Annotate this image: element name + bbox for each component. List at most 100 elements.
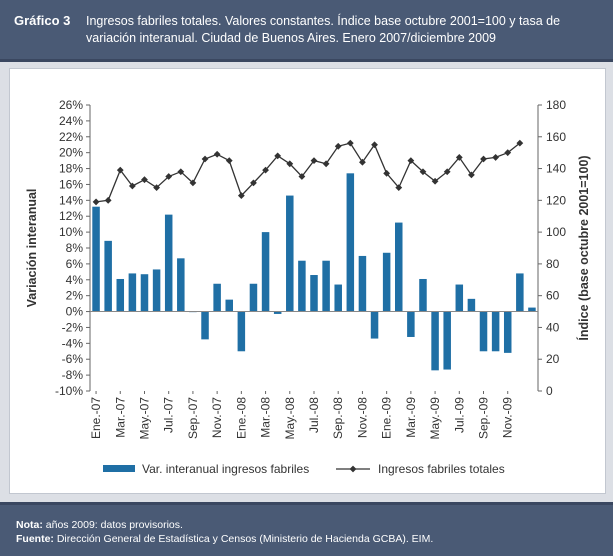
x-tick-label: Sep.-08 [331,397,345,439]
y-left-tick-label: 14% [59,193,83,207]
y-left-tick-label: -2% [62,320,84,334]
bar [419,278,427,312]
line-point [419,168,427,176]
line-point [237,192,245,199]
line-point [141,176,148,184]
line-point [334,142,342,150]
y-right-tick-label: 80 [546,257,560,271]
x-tick-label: Jul.-09 [452,397,466,433]
line-point [468,171,475,179]
line-point [213,150,221,158]
y-left-tick-label: 6% [66,257,84,271]
y-right-tick-label: 20 [546,352,560,366]
line-point [104,196,112,204]
bar [407,311,415,337]
bar [140,274,149,312]
bar [213,283,221,312]
y-left-tick-label: 12% [59,209,83,223]
footer: Nota: años 2009: datos provisorios. Fuen… [0,502,613,556]
source-label: Fuente: [16,533,54,545]
y-right-tick-label: 40 [546,320,560,334]
line-point [201,155,209,163]
index-line [96,142,521,203]
x-tick-label: Mar.-09 [404,397,418,438]
source-line: Fuente: Dirección General de Estadística… [16,532,613,546]
x-tick-label: Jul.-07 [162,397,176,433]
y-right-axis-title: Índice (base octubre 2001=100) [576,155,591,340]
bar [358,255,367,312]
x-tick-label: May.-09 [428,397,442,440]
line-point [407,157,415,165]
bar [261,232,270,312]
x-tick-label: Nov.-08 [355,397,369,438]
legend-line-marker [349,465,357,473]
bar [503,311,512,353]
chart-panel: -10% -8% -6% -4% -2% 0% 2% 4% 6% 8% 10% 12% 14% 16% 18… [9,68,606,494]
line-point [371,141,378,149]
figure-title: Ingresos fabriles totales. Valores const… [86,14,561,45]
y-left-tick-label: 0% [66,305,84,319]
x-tick-label: Sep.-07 [186,397,200,439]
y-right-tick-label: 60 [546,289,560,303]
bar [528,307,536,312]
y-left-tick-label: 16% [59,177,83,191]
y-left-axis-title: Variación interanual [25,189,39,308]
bar [382,252,391,312]
line-point [431,177,439,185]
bar [201,311,209,340]
line-point [359,158,366,166]
y-left-tick-label: 24% [59,114,83,128]
bar [322,260,330,312]
line-point [516,139,524,147]
line-point [153,184,160,192]
bar [334,284,342,312]
bar [395,222,403,312]
y-right-tick-label: 180 [546,98,566,112]
bar [286,195,294,312]
bar [152,269,161,312]
bar [237,311,246,352]
note-text: años 2009: datos provisorios. [45,519,183,531]
source-text: Dirección General de Estadística y Censo… [56,533,434,545]
bar [431,311,439,371]
x-tick-label: Ene.-07 [89,397,103,439]
x-tick-label: May.-08 [283,397,297,440]
x-tick-label: Nov.-07 [210,397,224,438]
bar [346,173,355,312]
legend-bar-swatch [103,465,135,472]
chart-header: Gráfico 3 Ingresos fabriles totales. Val… [0,0,613,62]
bar [92,206,100,312]
line-point [177,168,185,176]
line-point [480,155,487,163]
bar [310,275,318,312]
bar [273,311,282,314]
note-line: Nota: años 2009: datos provisorios. [16,518,613,532]
y-left-tick-label: 22% [59,130,83,144]
bar [177,258,185,312]
bar [249,283,258,312]
bar [467,298,476,312]
line-point [455,154,463,161]
figure-label: Gráfico 3 [14,13,71,28]
y-left-tick-label: 10% [59,225,83,239]
line-point [492,154,500,161]
x-tick-label: May.-07 [137,397,151,440]
y-left-tick-label: 2% [66,289,84,303]
line-point [165,173,173,180]
line-point [250,179,257,187]
x-tick-label: Ene.-08 [234,397,248,439]
bar [116,278,125,312]
legend-line-label: Ingresos fabriles totales [378,462,505,476]
line-point [189,179,197,187]
x-tick-label: Nov.-09 [501,397,515,438]
bar [225,299,233,312]
bar [128,273,137,312]
line-point [116,166,124,174]
line-point [322,160,330,168]
y-left-tick-label: -10% [55,384,83,398]
y-right-tick-label: 160 [546,130,566,144]
y-left-tick-label: 18% [59,162,83,176]
y-right-tick-label: 140 [546,162,566,176]
x-tick-label: Jul.-08 [307,397,321,433]
bar [491,311,500,352]
